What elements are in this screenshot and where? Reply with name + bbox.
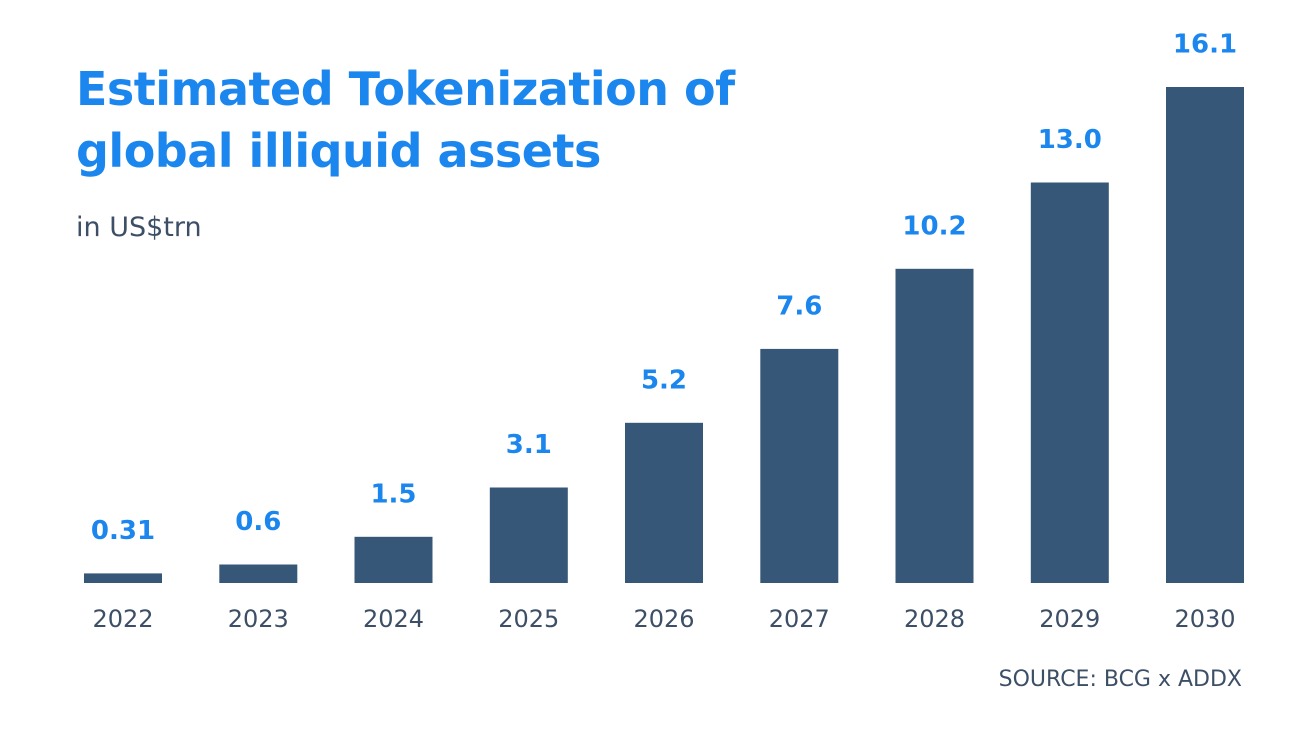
bar-2024	[354, 536, 433, 583]
source-note: SOURCE: BCG x ADDX	[998, 667, 1242, 692]
chart-title: Estimated Tokenization of global illiqui…	[76, 62, 735, 178]
bar-2022	[84, 573, 162, 583]
x-tick-label-2026: 2026	[633, 605, 694, 633]
value-label-2026: 5.2	[641, 365, 687, 395]
value-labels-group: 0.31 0.6 1.5 3.1 5.2 7.6 10.2 13.0 16.1	[91, 30, 1237, 546]
x-tick-labels-group: 2022 2023 2024 2025 2026 2027 2028 2029 2030	[92, 605, 1235, 633]
bar-2028	[895, 268, 974, 583]
x-tick-label-2025: 2025	[498, 605, 559, 633]
x-tick-label-2024: 2024	[363, 605, 424, 633]
value-label-2029: 13.0	[1038, 125, 1102, 155]
value-label-2025: 3.1	[506, 430, 552, 460]
x-tick-label-2023: 2023	[228, 605, 289, 633]
value-label-2023: 0.6	[235, 507, 281, 537]
x-tick-label-2028: 2028	[904, 605, 965, 633]
bar-2029	[1030, 182, 1109, 583]
value-label-2022: 0.31	[91, 516, 155, 546]
bar-2027	[760, 348, 839, 583]
x-tick-label-2030: 2030	[1174, 605, 1235, 633]
bar-2023	[219, 564, 298, 583]
x-tick-label-2022: 2022	[92, 605, 153, 633]
chart-subtitle: in US$trn	[76, 212, 202, 243]
value-label-2024: 1.5	[370, 479, 416, 509]
bar-2030	[1166, 87, 1244, 583]
x-tick-label-2029: 2029	[1039, 605, 1100, 633]
value-label-2030: 16.1	[1173, 30, 1237, 60]
value-label-2028: 10.2	[902, 211, 966, 241]
bar-2025	[489, 487, 568, 583]
bars-group	[84, 87, 1244, 583]
value-label-2027: 7.6	[776, 291, 822, 321]
bar-2026	[625, 422, 703, 583]
x-tick-label-2027: 2027	[769, 605, 830, 633]
